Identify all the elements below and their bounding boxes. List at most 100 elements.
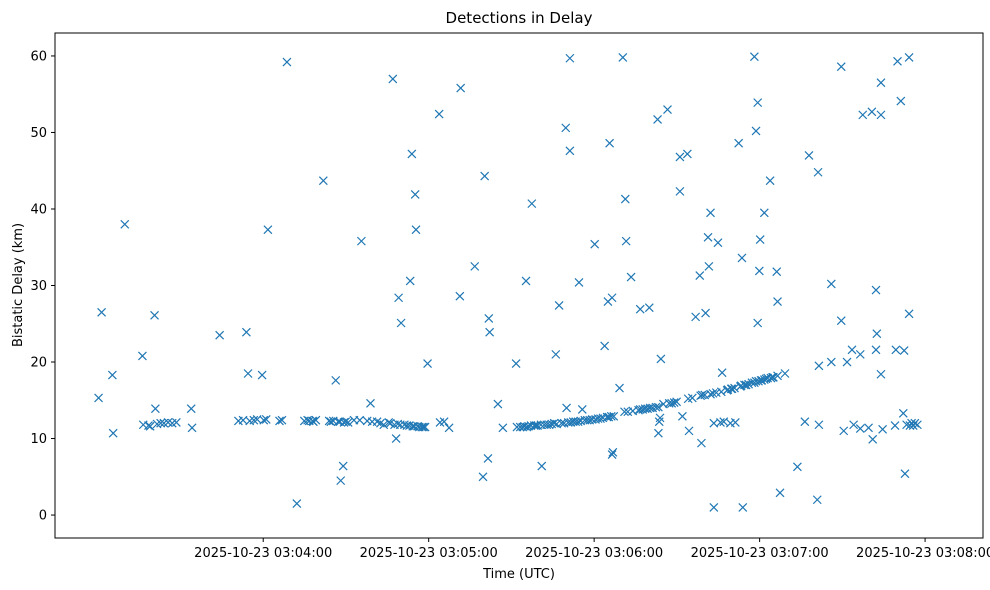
data-point [484,313,494,323]
data-point [145,421,155,431]
data-point [871,345,881,355]
data-point [311,415,321,425]
data-point [341,417,351,427]
data-point [620,194,630,204]
data-point [871,285,881,295]
data-point [717,368,727,378]
data-point [759,208,769,218]
data-point [737,253,747,263]
data-point [792,462,802,472]
data-point [898,408,908,418]
data-point [455,291,465,301]
data-point [653,115,663,124]
y-axis: 0 10 20 30 40 50 60 [30,49,55,524]
data-point [544,420,554,430]
data-point [900,469,910,479]
data-point [656,354,666,364]
plot-frame [54,32,984,539]
y-tick-label: 50 [30,126,47,141]
data-point [626,272,636,282]
data-point [667,398,677,408]
data-point [609,411,619,421]
data-point [826,357,836,367]
data-point [708,388,718,398]
data-point [765,176,775,186]
data-point [107,370,117,380]
data-point [405,276,415,286]
data-point [893,56,902,66]
data-point [655,413,665,423]
data-point [605,138,615,148]
data-point [549,418,559,428]
data-point [120,219,130,229]
data-point [483,453,493,463]
data-point [753,98,763,108]
data-point [259,415,269,425]
data-point [754,376,763,386]
data-point [338,461,348,471]
data-point [867,107,877,117]
data-point [439,417,449,427]
data-point [716,387,726,397]
data-point [621,236,631,246]
data-point [257,370,267,380]
data-point [423,359,433,368]
data-point [249,415,259,425]
data-point [97,307,107,317]
data-point [706,208,715,218]
data-point [653,428,663,438]
data-point [734,138,744,148]
data-point [318,176,328,186]
data-point [878,424,888,434]
data-point [858,110,868,120]
data-point [842,357,852,367]
data-point [577,405,587,414]
data-point [713,238,723,248]
data-point [562,403,571,413]
data-points [94,52,922,512]
data-point [620,407,629,417]
data-point [485,327,495,337]
data-point [899,346,909,355]
data-point [420,422,430,432]
x-tick-label: 2025-10-23 03:07:00 [691,546,829,561]
data-point [749,52,759,62]
data-point [292,499,302,508]
data-point [600,341,610,351]
data-point [394,293,404,303]
data-point [137,351,147,361]
data-point [561,123,571,133]
data-point [772,267,782,277]
data-point [596,414,605,424]
data-point [411,225,421,235]
data-point [343,418,353,427]
data-point [773,297,782,306]
data-point [94,393,103,403]
data-point [687,393,697,403]
data-point [855,349,865,359]
data-point [537,461,547,471]
data-point [419,422,428,432]
data-point [521,276,531,286]
data-point [144,421,153,430]
data-point [669,398,679,407]
data-point [215,330,225,340]
data-point [241,327,251,337]
data-point [868,434,878,444]
data-point [366,398,375,408]
data-point [478,472,488,482]
data-point [493,399,503,409]
x-axis-label: Time (UTC) [482,567,555,582]
data-point [891,345,901,355]
data-point [864,423,873,433]
y-tick-label: 20 [30,356,47,371]
data-point [355,415,365,425]
data-point [701,308,710,318]
data-point [108,428,118,438]
data-point [716,418,725,427]
data-point [434,109,444,119]
data-point [675,152,685,162]
x-axis: 2025-10-23 03:04:00 2025-10-23 03:05:00 20… [194,538,990,561]
x-tick-label: 2025-10-23 03:04:00 [194,546,332,561]
